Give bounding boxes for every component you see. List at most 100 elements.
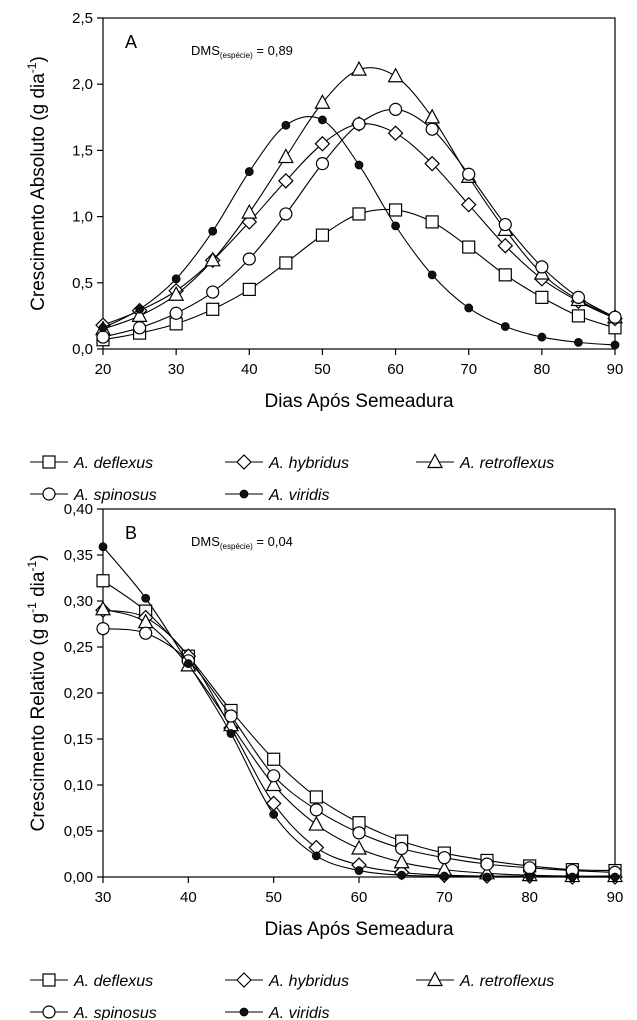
x-tick-label: 20 [95,361,112,378]
data-point [267,752,281,766]
y-tick-label: 0,25 [64,639,93,656]
data-point [388,203,403,217]
data-point [315,228,330,242]
legend-item-a-deflexus: A. deflexus [30,455,153,472]
data-point [350,60,368,76]
data-point [315,157,330,171]
series-a-spinosus [96,102,622,344]
legend-marker [426,453,444,469]
data-point [183,659,193,668]
y-axis-label-main: Crescimento Absoluto (g dia [28,73,49,311]
data-point [267,769,281,783]
data-point [391,221,400,231]
data-point [277,148,294,164]
y-tick-label: 0,10 [64,777,93,794]
data-point [437,851,451,865]
data-point [424,108,441,124]
y-axis-label-end: ) [28,555,49,561]
legend-item-a-deflexus: A. deflexus [30,973,153,990]
series-a-retroflexus [94,600,624,883]
panel-label: B [125,523,137,543]
legend-item-a-spinosus: A. spinosus [30,1005,157,1020]
legend-label: A. hybridus [268,973,349,990]
data-point [571,290,586,304]
y-tick-label: 1,5 [72,142,93,159]
y-tick-label: 0,0 [72,341,93,358]
y-tick-label: 2,5 [72,10,93,27]
data-point [567,872,577,882]
legend-label: A. deflexus [73,973,153,990]
legend-label: A. spinosus [73,487,157,504]
data-point [96,330,110,344]
legend-label: A. retroflexus [459,973,554,990]
legend-label: A. spinosus [73,1005,157,1020]
y-tick-label: 0,05 [64,823,93,840]
legend-item-a-viridis: A. viridis [225,487,329,504]
data-point [141,593,151,603]
data-point [309,803,323,817]
legend-marker [42,487,56,501]
data-point [352,207,366,221]
legend-item-a-hybridus: A. hybridus [225,972,349,990]
y-axis-label-superscript: -1 [25,62,39,73]
data-point [427,270,437,280]
data-point [311,851,321,861]
legend-label: A. viridis [268,1005,329,1020]
data-point [500,322,510,331]
data-point [535,290,549,304]
data-point [308,815,325,831]
data-point [242,282,256,297]
data-point [96,574,110,588]
data-point [464,303,474,313]
legend-marker [236,972,252,988]
legend-item-a-hybridus: A. hybridus [225,454,349,472]
data-point [98,323,108,333]
data-point [206,285,220,299]
y-tick-label: 0,35 [64,547,93,564]
y-axis-label-end: ) [28,56,49,62]
data-point [397,870,407,880]
data-point [462,240,476,254]
data-point [278,173,294,189]
legend-label: A. retroflexus [459,455,554,472]
data-point [387,67,404,83]
y-tick-label: 0,40 [64,501,93,518]
legend-label: A. viridis [268,487,329,504]
data-point [94,600,112,616]
x-tick-label: 50 [265,889,282,906]
data-point [608,310,622,324]
data-point [309,790,323,804]
data-point [96,621,110,636]
data-point [424,155,440,172]
x-tick-label: 90 [607,889,624,906]
chart-panel-b: 0,00 0,05 0,10 0,15 0,20 0,25 0,30 0,35 0,40 30 40… [25,501,623,940]
legend-marker [236,454,252,470]
y-axis-label-main: Crescimento Relativo (g g [28,613,49,832]
x-tick-label: 70 [436,889,453,906]
x-tick-label: 70 [460,361,477,378]
series-a-viridis [98,115,620,350]
legend-marker [42,973,56,987]
data-point [482,872,492,882]
y-axis-label-superscript: -1 [25,602,39,613]
data-point [241,203,258,219]
y-axis-label: Crescimento Relativo (g g-1 dia-1) [25,555,49,832]
data-point [242,252,256,266]
legend-label: A. deflexus [73,455,153,472]
data-point [226,729,236,738]
y-tick-label: 0,20 [64,685,93,702]
data-point [574,337,583,347]
data-point [480,857,494,871]
data-point [352,826,366,840]
y-axis-label-mid: dia [28,571,49,602]
legend-item-a-viridis: A. viridis [225,1005,329,1020]
legend-marker [239,489,249,499]
y-tick-label: 0,00 [64,869,93,886]
legend-marker [239,1007,249,1017]
y-tick-label: 0,30 [64,593,93,610]
dms-value: = 0,04 [253,534,293,549]
dms-main: DMS [191,534,220,549]
dms-value: = 0,89 [253,43,293,58]
data-point [525,872,535,882]
data-point [497,237,514,254]
